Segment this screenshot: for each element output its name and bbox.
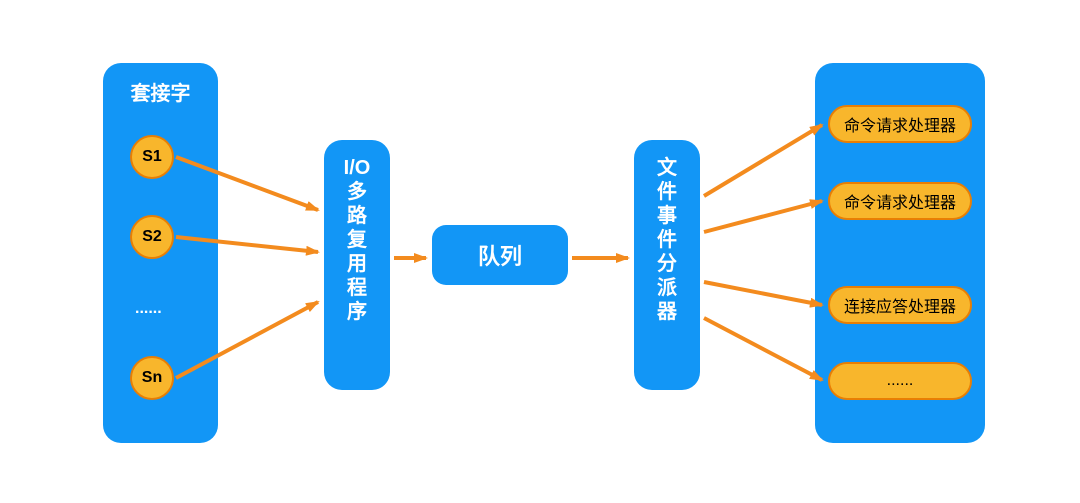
socket-s1-label: S1 xyxy=(142,148,162,166)
arrow xyxy=(704,201,822,232)
handler-2-label: 连接应答处理器 xyxy=(844,293,956,317)
arrow xyxy=(704,282,822,305)
handler-0-label: 命令请求处理器 xyxy=(844,112,956,136)
handler-1: 命令请求处理器 xyxy=(828,182,972,220)
socket-s2-label: S2 xyxy=(142,228,162,246)
arrow xyxy=(704,318,822,380)
handler-3-label: ...... xyxy=(887,372,914,390)
queue-box: 队列 xyxy=(432,225,568,285)
socket-sn-label: Sn xyxy=(142,369,162,387)
socket-s1: S1 xyxy=(130,135,174,179)
socket-sn: Sn xyxy=(130,356,174,400)
socket-s2: S2 xyxy=(130,215,174,259)
sockets-ellipsis: ...... xyxy=(135,300,162,318)
io-mux-panel: I/O多路复用程序 xyxy=(324,140,390,390)
io-mux-text: I/O多路复用程序 xyxy=(324,156,390,374)
handler-1-label: 命令请求处理器 xyxy=(844,189,956,213)
queue-label: 队列 xyxy=(478,239,522,271)
dispatcher-panel: 文件事件分派器 xyxy=(634,140,700,390)
handler-2: 连接应答处理器 xyxy=(828,286,972,324)
handler-3: ...... xyxy=(828,362,972,400)
handler-0: 命令请求处理器 xyxy=(828,105,972,143)
dispatcher-text: 文件事件分派器 xyxy=(634,156,700,374)
arrow xyxy=(704,125,822,196)
sockets-title: 套接字 xyxy=(103,77,218,106)
